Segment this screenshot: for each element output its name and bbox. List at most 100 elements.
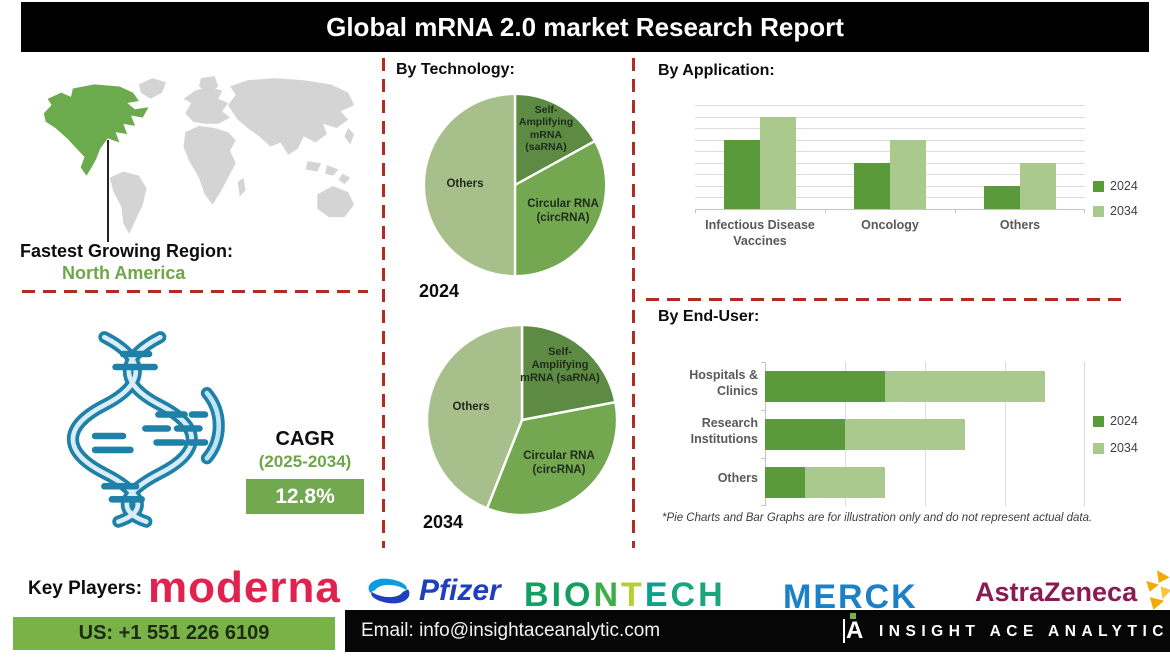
astrazeneca-wordmark: AstraZeneca bbox=[975, 577, 1138, 608]
pie-2034-year-label: 2034 bbox=[423, 512, 464, 532]
application-bar-2034-2 bbox=[1020, 162, 1056, 209]
by-technology-heading: By Technology: bbox=[396, 61, 515, 78]
end-user-bar-2034-2 bbox=[805, 466, 885, 498]
axis-tick bbox=[761, 458, 765, 459]
end-user-category-hospitals-clinics: Hospitals & Clinics bbox=[689, 368, 758, 398]
legend-label-2024: 2024 bbox=[1110, 179, 1138, 193]
legend-swatch-2024 bbox=[1093, 180, 1104, 192]
application-category-oncology: Oncology bbox=[861, 218, 919, 232]
axis-tick bbox=[955, 209, 956, 213]
application-bar-2024-2 bbox=[984, 185, 1020, 209]
map-north-america-highlight bbox=[43, 84, 149, 176]
map-greenland bbox=[138, 78, 166, 99]
application-bar-2024-0 bbox=[724, 139, 760, 209]
axis-tick bbox=[761, 410, 765, 411]
biontech-logo: BIONTECH bbox=[524, 576, 726, 614]
map-scandinavia bbox=[198, 76, 219, 93]
legend-label-2034: 2034 bbox=[1110, 441, 1138, 455]
end-user-plot bbox=[761, 362, 1085, 506]
pie-slice-2034-1 bbox=[485, 400, 619, 517]
application-plot bbox=[695, 105, 1085, 213]
application-bar-2034-0 bbox=[760, 116, 796, 209]
end-user-bar-2024-1 bbox=[765, 418, 845, 450]
map-pointer-line bbox=[107, 140, 109, 242]
pie-slice-2034-2 bbox=[425, 323, 524, 510]
gridline bbox=[1084, 362, 1085, 506]
application-bar-2024-1 bbox=[854, 162, 890, 209]
axis-tick bbox=[695, 209, 696, 213]
by-end-user-heading: By End-User: bbox=[658, 308, 760, 325]
application-legend-2024: 2024 bbox=[1093, 179, 1138, 193]
map-asia bbox=[228, 78, 355, 155]
divider-horizontal-right bbox=[646, 298, 1124, 301]
pie-slice-2024-1 bbox=[513, 139, 608, 278]
application-category-others: Others bbox=[999, 218, 1041, 232]
merck-logo: MERCK bbox=[783, 578, 918, 616]
pie-2034-slice-label-others: Others bbox=[452, 401, 490, 413]
pfizer-logo: Pfizer bbox=[363, 572, 501, 610]
divider-horizontal-left bbox=[22, 290, 368, 293]
footer-bar: Email: info@insightaceanalytic.com A INS… bbox=[345, 610, 1170, 652]
end-user-bar-2034-0 bbox=[885, 370, 1045, 402]
divider-vertical-left bbox=[382, 58, 385, 548]
cagr-label: CAGR bbox=[275, 428, 335, 450]
pie-2034-slice-label-sarna: Self-Amplifying mRNA (saRNA) bbox=[520, 346, 600, 384]
end-user-category-others: Others bbox=[717, 471, 758, 485]
gridline bbox=[695, 105, 1085, 106]
pie-chart-2034 bbox=[425, 323, 619, 517]
pie-2034-slice-label-circrna: Circular RNA (circRNA) bbox=[523, 450, 595, 476]
axis-tick bbox=[1084, 209, 1085, 213]
by-application-heading: By Application: bbox=[658, 62, 775, 79]
insight-ace-brand-name: INSIGHT ACE ANALYTIC bbox=[879, 623, 1169, 640]
pie-slice-2034-0 bbox=[520, 323, 617, 422]
end-user-bar-2024-0 bbox=[765, 370, 885, 402]
pie-slice-2024-2 bbox=[422, 92, 517, 278]
disclaimer-footnote: *Pie Charts and Bar Graphs are for illus… bbox=[662, 512, 1093, 524]
cagr-value-badge: 12.8% bbox=[246, 479, 364, 514]
insight-ace-logo-icon: A bbox=[841, 613, 865, 648]
map-south-america bbox=[109, 171, 147, 234]
cagr-period: (2025-2034) bbox=[258, 452, 352, 471]
pie-2024-slice-label-circrna: Circular RNA (circRNA) bbox=[527, 198, 599, 224]
divider-vertical-right bbox=[632, 58, 635, 548]
gridline bbox=[695, 209, 1085, 210]
fastest-growing-region-label: Fastest Growing Region: bbox=[20, 241, 234, 261]
legend-swatch-2024 bbox=[1093, 415, 1104, 427]
key-players-label: Key Players: bbox=[28, 578, 143, 599]
application-bar-2034-1 bbox=[890, 139, 926, 209]
pie-chart-2024 bbox=[422, 92, 608, 278]
map-africa bbox=[183, 125, 236, 205]
axis-tick bbox=[761, 505, 765, 506]
gridline bbox=[695, 128, 1085, 130]
gridline bbox=[1005, 362, 1006, 506]
pie-2024-slice-label-others: Others bbox=[446, 178, 484, 190]
logo-green-dot bbox=[850, 613, 856, 619]
pie-slice-2024-0 bbox=[513, 92, 597, 187]
legend-swatch-2034 bbox=[1093, 442, 1104, 454]
end-user-bar-2024-2 bbox=[765, 466, 805, 498]
map-japan bbox=[344, 127, 355, 145]
end-user-bar-2034-1 bbox=[845, 418, 965, 450]
axis-tick bbox=[761, 362, 765, 363]
pie-2024-year-label: 2024 bbox=[419, 281, 460, 301]
axis-tick bbox=[825, 209, 826, 213]
moderna-logo: moderna bbox=[148, 563, 341, 612]
email-contact: Email: info@insightaceanalytic.com bbox=[361, 620, 661, 641]
legend-label-2024: 2024 bbox=[1110, 414, 1138, 428]
end-user-category-research-institutions: Research Institutions bbox=[690, 416, 758, 446]
pie-2024-slice-label-sarna: Self-Amplifying mRNA (saRNA) bbox=[518, 104, 574, 154]
phone-contact: US: +1 551 226 6109 bbox=[13, 617, 335, 650]
mrna-dna-icon bbox=[67, 331, 225, 528]
gridline bbox=[695, 116, 1085, 118]
fastest-growing-region-value: North America bbox=[62, 263, 186, 283]
map-europe bbox=[183, 86, 230, 124]
map-indonesia bbox=[305, 161, 351, 184]
legend-swatch-2034 bbox=[1093, 205, 1104, 217]
application-category-infectious-disease-vaccines: Infectious Disease Vaccines bbox=[705, 218, 815, 248]
world-map bbox=[43, 76, 355, 234]
page-title: Global mRNA 2.0 market Research Report bbox=[21, 2, 1149, 52]
end-user-legend-2034: 2034 bbox=[1093, 441, 1138, 455]
legend-label-2034: 2034 bbox=[1110, 204, 1138, 218]
application-legend-2034: 2034 bbox=[1093, 204, 1138, 218]
